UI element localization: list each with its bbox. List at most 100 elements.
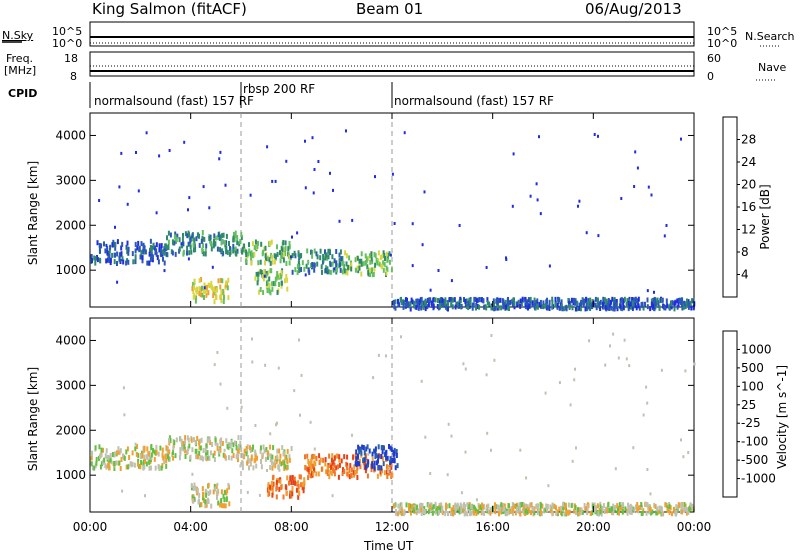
velocity-cell — [326, 471, 329, 476]
velocity-cell — [405, 502, 408, 508]
power-cell — [561, 306, 564, 312]
power-cell — [274, 276, 277, 282]
velocity-cell — [271, 465, 274, 471]
velocity-y-tick-label: 2000 — [55, 423, 86, 437]
velocity-cell — [260, 459, 262, 464]
velocity-cell — [241, 465, 244, 471]
power-cell — [96, 240, 99, 246]
power-cell — [182, 249, 185, 255]
power-cell — [303, 266, 306, 272]
power-cell — [118, 252, 121, 258]
velocity-cell — [440, 508, 443, 514]
power-cell — [632, 298, 635, 304]
power-cell — [187, 208, 189, 212]
power-cell — [258, 269, 261, 275]
power-cell — [554, 296, 557, 302]
velocity-cell — [400, 506, 403, 512]
power-cell — [141, 258, 144, 264]
velocity-cell — [503, 506, 506, 512]
power-cell — [342, 265, 345, 271]
velocity-cell — [313, 447, 316, 451]
velocity-cell — [335, 465, 338, 471]
velocity-cell — [363, 465, 366, 470]
velocity-cell — [388, 467, 391, 470]
velocity-cell — [539, 501, 542, 507]
power-cell — [421, 243, 424, 247]
velocity-cell — [254, 457, 257, 463]
velocity-cell — [285, 465, 288, 471]
power-cell — [259, 259, 262, 265]
velocity-colorbar-tick-label: -100 — [741, 435, 768, 449]
velocity-cell — [380, 445, 383, 451]
time-tick-label: 00:00 — [677, 520, 712, 534]
velocity-cell — [668, 503, 671, 509]
power-cell — [538, 135, 540, 139]
velocity-cell — [226, 443, 229, 449]
power-cell — [149, 245, 152, 250]
power-cell — [326, 255, 329, 261]
power-cell — [196, 286, 199, 292]
power-cell — [120, 151, 123, 155]
velocity-colorbar-tick-label: -500 — [741, 453, 768, 467]
velocity-cell — [216, 442, 219, 448]
velocity-cell — [693, 362, 696, 366]
velocity-cell — [324, 457, 327, 462]
velocity-cell — [341, 471, 344, 477]
power-cell — [193, 247, 195, 253]
power-cell — [120, 245, 123, 251]
power-cell — [417, 305, 420, 311]
velocity-cell — [226, 488, 229, 494]
velocity-cell — [603, 509, 606, 514]
velocity-cell — [265, 447, 268, 452]
velocity-cell — [573, 378, 576, 382]
velocity-cell — [168, 435, 171, 441]
velocity-cell — [392, 452, 395, 458]
velocity-cell — [245, 451, 248, 457]
power-cell — [423, 190, 426, 194]
velocity-cell — [312, 470, 315, 476]
velocity-cell — [120, 456, 123, 462]
power-cell — [121, 256, 124, 262]
velocity-cell — [589, 511, 592, 516]
velocity-cell — [272, 474, 275, 480]
velocity-cell — [333, 455, 336, 461]
power-cell — [464, 301, 467, 307]
velocity-cell — [298, 338, 300, 342]
velocity-cell — [184, 439, 187, 445]
time-axis-label: Time UT — [364, 539, 414, 553]
power-cell — [186, 250, 188, 256]
time-tick-label: 04:00 — [173, 520, 208, 534]
velocity-cell — [627, 507, 630, 513]
power-cell — [622, 300, 625, 306]
velocity-cell — [685, 510, 688, 516]
velocity-cell — [657, 509, 660, 515]
velocity-cell — [272, 445, 275, 451]
velocity-cell — [251, 337, 253, 341]
power-cell — [356, 255, 359, 261]
power-cell — [211, 286, 214, 292]
velocity-cell — [581, 509, 584, 515]
power-cell — [298, 267, 301, 273]
velocity-cell — [394, 465, 397, 471]
velocity-cell — [664, 502, 667, 508]
velocity-cell — [224, 503, 227, 509]
velocity-cell — [306, 453, 309, 459]
velocity-cell — [364, 461, 366, 467]
power-cell — [270, 268, 273, 274]
velocity-cell — [382, 445, 385, 451]
power-cell — [113, 252, 116, 258]
velocity-cell — [430, 507, 433, 513]
velocity-cell — [544, 391, 547, 395]
power-cell — [319, 255, 322, 261]
velocity-cell — [310, 458, 313, 464]
power-cell — [415, 304, 418, 310]
power-cell — [256, 243, 259, 249]
velocity-cell — [585, 506, 587, 512]
velocity-cell — [400, 502, 403, 508]
velocity-cell — [267, 487, 270, 493]
power-cell — [171, 250, 174, 256]
power-cell — [271, 259, 274, 265]
power-cell — [369, 272, 371, 277]
velocity-cell — [545, 503, 548, 509]
power-cell — [169, 232, 172, 238]
